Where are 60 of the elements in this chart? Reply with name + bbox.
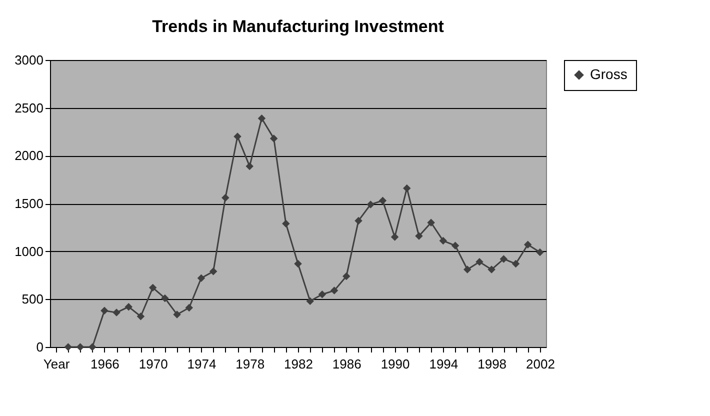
point [197,274,206,282]
point [476,258,484,266]
x-tick-label: 1986 [332,356,362,372]
y-tick-label: 2500 [14,100,44,116]
point [306,297,314,305]
point [512,260,520,268]
point [270,134,278,142]
point [258,114,266,122]
point [427,218,435,227]
y-tick-label: 500 [22,292,44,307]
point [488,266,496,274]
point [112,308,120,316]
point [234,132,242,140]
point [500,255,508,263]
y-tick-label: 2000 [14,148,44,164]
point [282,220,290,228]
point [124,302,133,311]
point [246,162,254,170]
x-tick-label: 1982 [284,356,313,372]
x-tick-label: 1978 [236,356,265,372]
point [64,343,72,351]
point [354,216,362,225]
chart-title: Trends in Manufacturing Investment [152,17,444,36]
point [88,343,96,351]
x-tick-label: 1994 [429,356,458,372]
x-tick-label: 1998 [478,356,507,372]
point [173,310,181,318]
x-tick-label: Year [43,356,70,372]
point [463,266,472,274]
y-tick-label: 1500 [14,196,44,211]
point [415,232,423,240]
point [222,194,230,202]
x-tick-label: 1970 [138,356,168,372]
point [318,290,326,298]
point [209,268,218,276]
point [330,286,338,294]
point [524,240,532,249]
y-tick-label: 3000 [14,52,44,68]
x-tick-label: 1990 [380,356,410,372]
point [148,284,157,292]
point [536,248,544,256]
x-tick-label: 1974 [187,356,216,372]
point [161,294,169,302]
point [390,233,399,241]
y-tick-label: 1000 [14,244,44,259]
point [403,184,411,192]
point [451,242,460,250]
point [100,306,108,315]
point [76,343,84,351]
y-tick-label: 0 [36,340,44,354]
legend-label: Gross [590,66,628,82]
point [439,236,448,245]
x-tick-label: 1966 [90,356,120,372]
point [294,260,302,268]
point [366,200,374,208]
point [378,196,387,205]
point [136,312,145,320]
point [185,304,193,312]
x-tick-label: 2002 [526,356,555,372]
point [342,272,350,280]
